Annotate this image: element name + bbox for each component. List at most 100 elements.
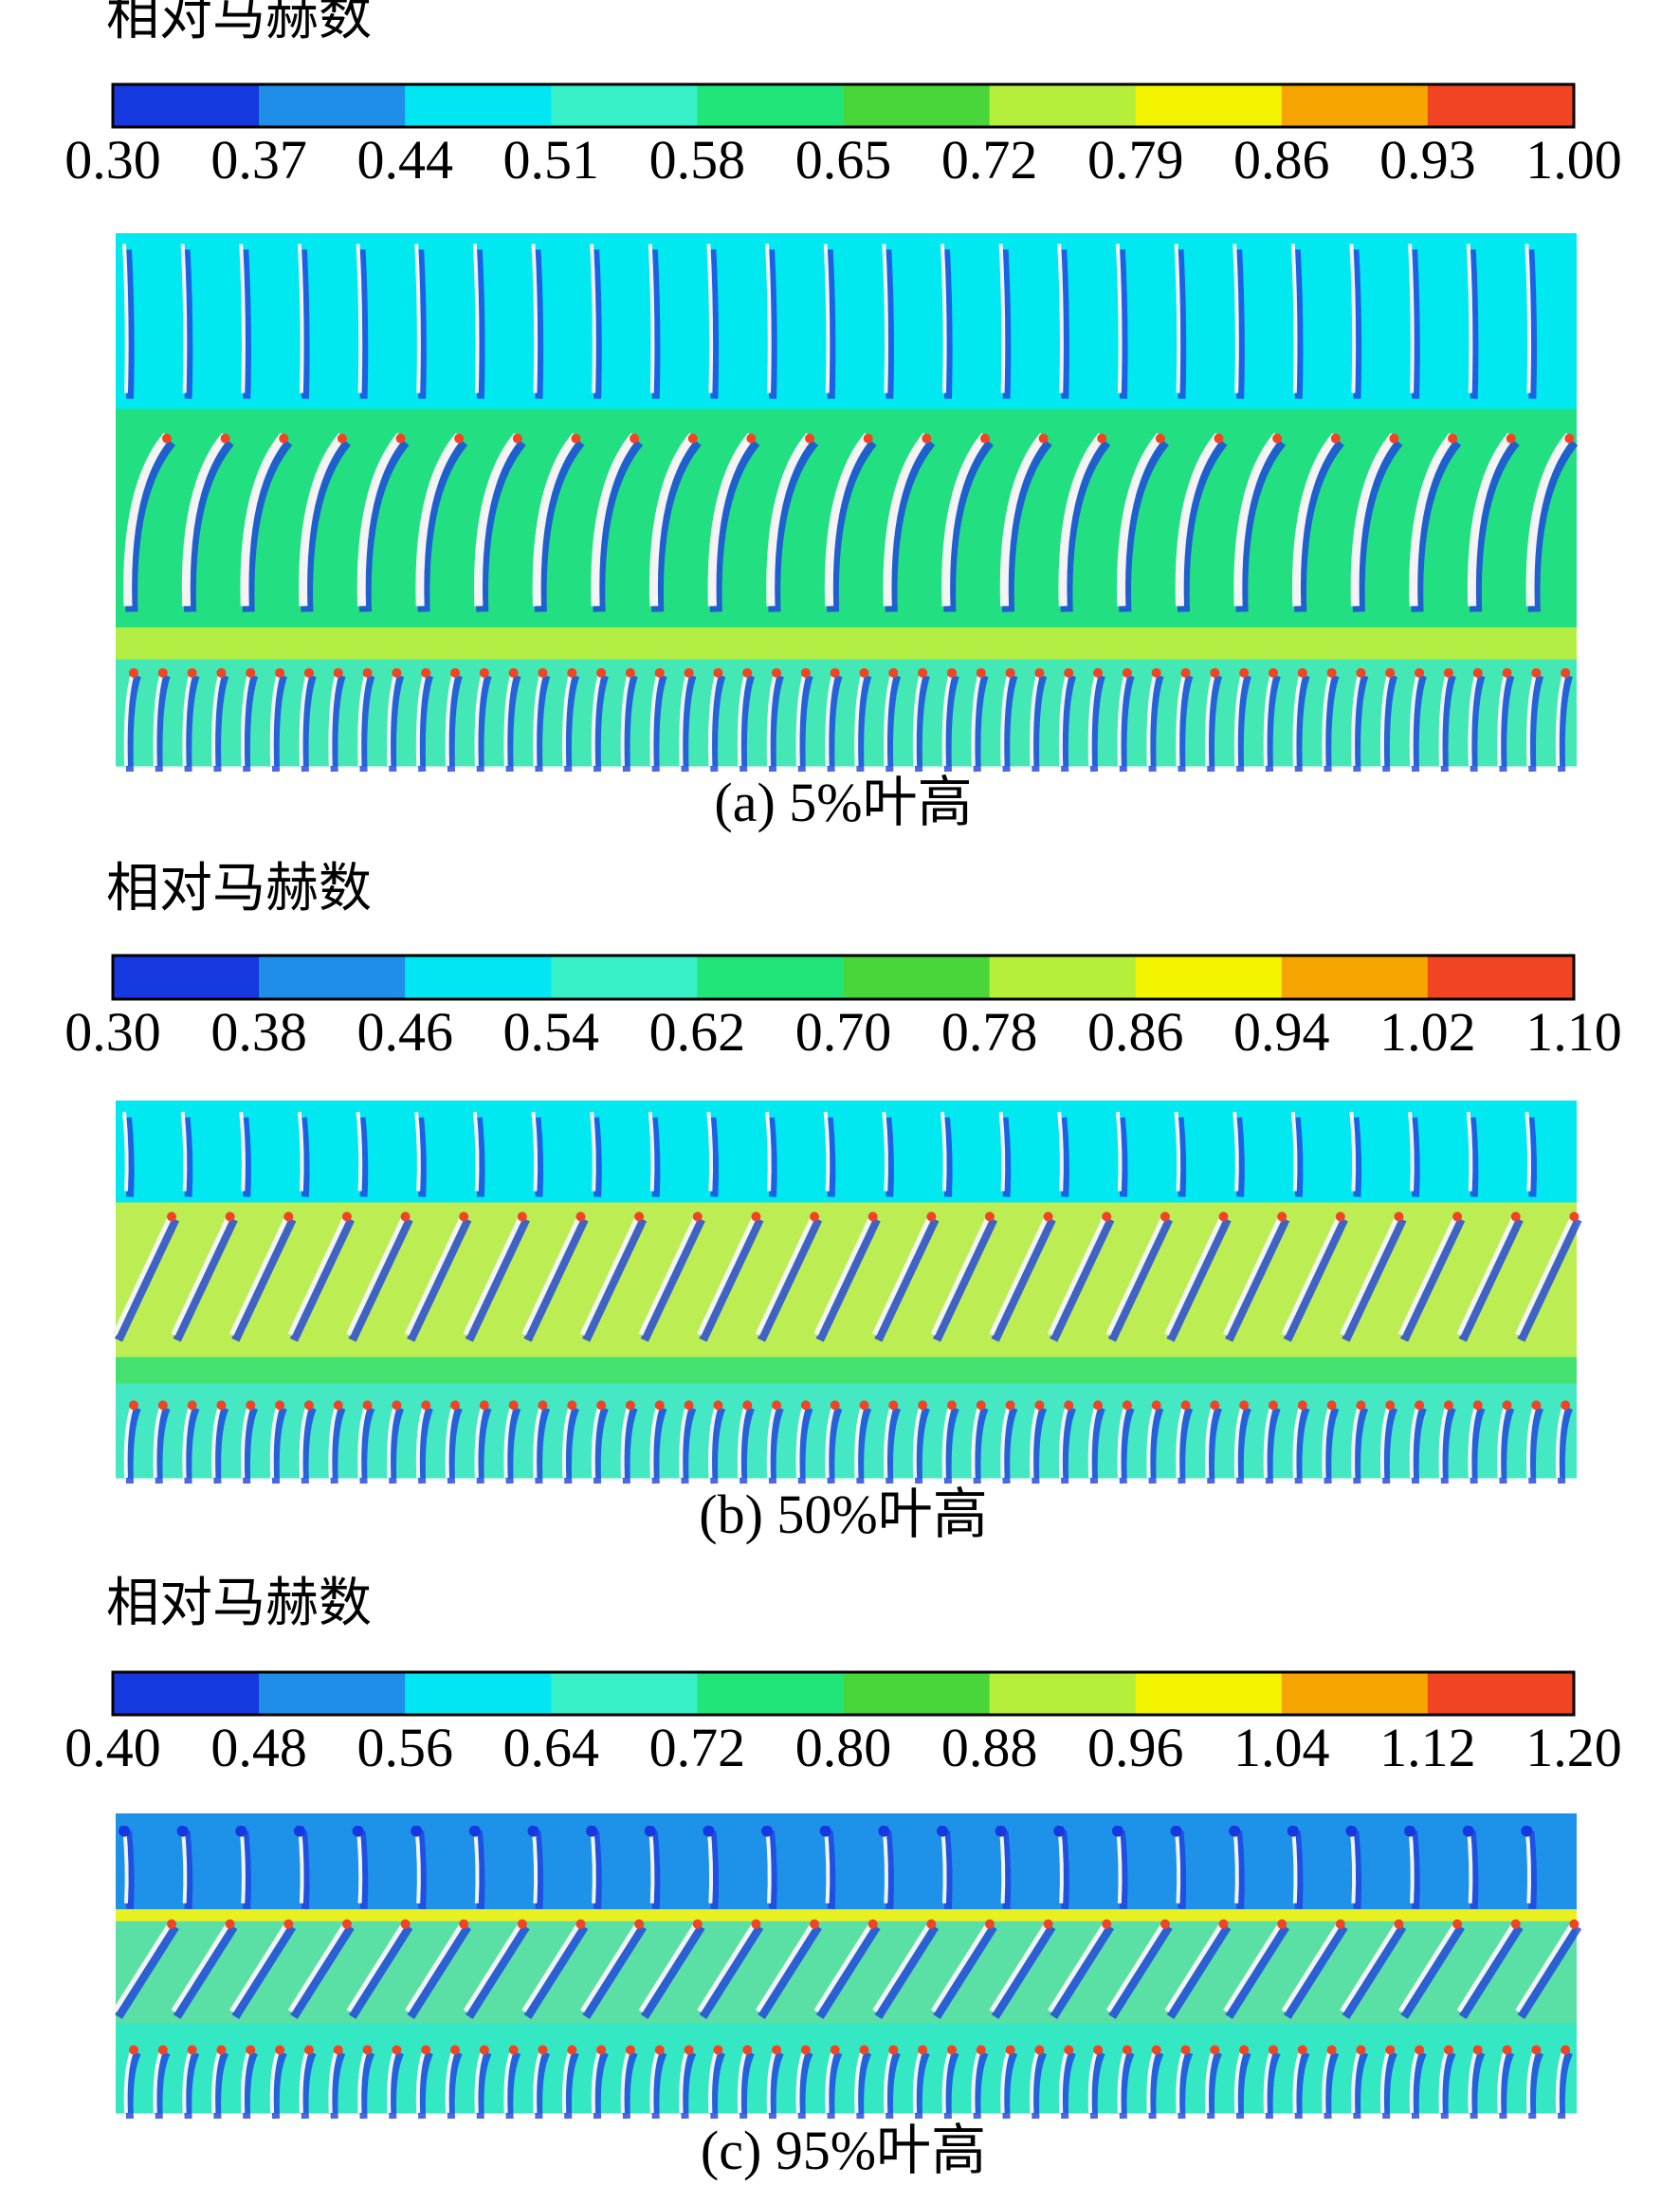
wake [1470,2050,1486,2120]
leading-edge [625,667,635,678]
wake [1089,2050,1105,2120]
wake [155,674,171,773]
leading-edge [1122,667,1132,678]
wake [1324,1406,1340,1484]
blade [240,432,287,607]
flow-region [116,1356,1577,1384]
wake [241,1117,251,1197]
wake [856,2050,872,2120]
leading-edge [1385,667,1396,678]
wake [241,1830,251,1909]
leading-edge [1239,667,1250,678]
wake [1381,674,1398,773]
wake [1458,1924,1524,2019]
leading-edge [1561,2045,1571,2055]
leading-edge [341,1919,352,1929]
wake [973,1406,989,1484]
leading-edge [450,667,461,678]
leading-edge [1510,1919,1521,1929]
wake [523,1217,589,1342]
wake [1060,674,1077,773]
blade [472,244,480,393]
leading-edge [1531,667,1542,678]
wake [1235,1406,1251,1484]
blade [1467,432,1515,607]
wake [1468,1117,1479,1197]
wake [182,1117,193,1197]
leading-edge [810,1919,820,1929]
colorbar-tick-label: 0.86 [1087,1001,1184,1063]
leading-edge [1005,2045,1015,2055]
colorbar-segment [843,956,991,999]
wake [124,249,135,399]
leading-edge [216,667,227,678]
wake [535,2050,551,2120]
contour-image [116,233,1579,773]
blade [1290,244,1298,393]
leading-edge [805,433,815,444]
wake [231,1924,297,2019]
leading-edge [625,2045,635,2055]
blade [356,432,405,607]
blade [1397,1212,1460,1336]
wake [1458,1217,1524,1342]
leading-edge [176,1825,189,1837]
wake [649,1830,661,1909]
wake [1294,674,1310,773]
colorbar-segment [113,84,260,127]
wake [1294,2050,1310,2120]
wake [1176,249,1187,399]
leading-edge [1297,667,1307,678]
leading-edge [411,1825,423,1837]
wake [1207,1406,1223,1484]
leading-edge [1034,1400,1045,1411]
leading-edge [867,1919,878,1929]
wake [1059,1117,1069,1197]
wake [827,1406,843,1484]
colorbar-segment [405,84,552,127]
colorbar-title: 相对马赫数 [106,0,372,46]
wake [758,1924,822,2019]
wake [622,674,638,773]
leading-edge [341,1211,352,1222]
leading-edge [1448,433,1458,444]
leading-edge [692,1919,703,1929]
wake [651,1406,667,1484]
wake [1059,1830,1069,1909]
wake [1032,674,1048,773]
wake [884,249,894,399]
leading-edge [926,1919,937,1929]
leading-edge [187,1400,197,1411]
wake [533,1830,544,1909]
wake [505,674,521,773]
blade [521,1212,583,1336]
wake [1119,674,1135,773]
colorbar-tick-label: 0.51 [503,129,600,191]
blade [1115,244,1123,393]
wake [874,1924,940,2019]
leading-edge [575,1919,586,1929]
colorbar-tick-label: 0.78 [941,1001,1038,1063]
blade [580,1920,642,2012]
colorbar-tick-label: 0.54 [503,1001,600,1063]
leading-edge [216,1400,227,1411]
blade [405,1920,466,2012]
wake [943,2050,959,2120]
wake [533,249,544,399]
wake [1292,249,1304,399]
blade [414,244,421,393]
wake [213,1406,229,1484]
leading-edge [459,1211,469,1222]
wake [767,1830,777,1909]
colorbar-segment [1281,84,1429,127]
blade [940,1111,947,1192]
wake [505,2050,521,2120]
leading-edge [1385,1400,1396,1411]
leading-edge [1472,1400,1483,1411]
wake [710,1406,726,1484]
wake [640,1924,705,2019]
leading-edge [157,1400,168,1411]
wake [182,249,193,399]
wake [124,1117,135,1197]
leading-edge [421,2045,431,2055]
